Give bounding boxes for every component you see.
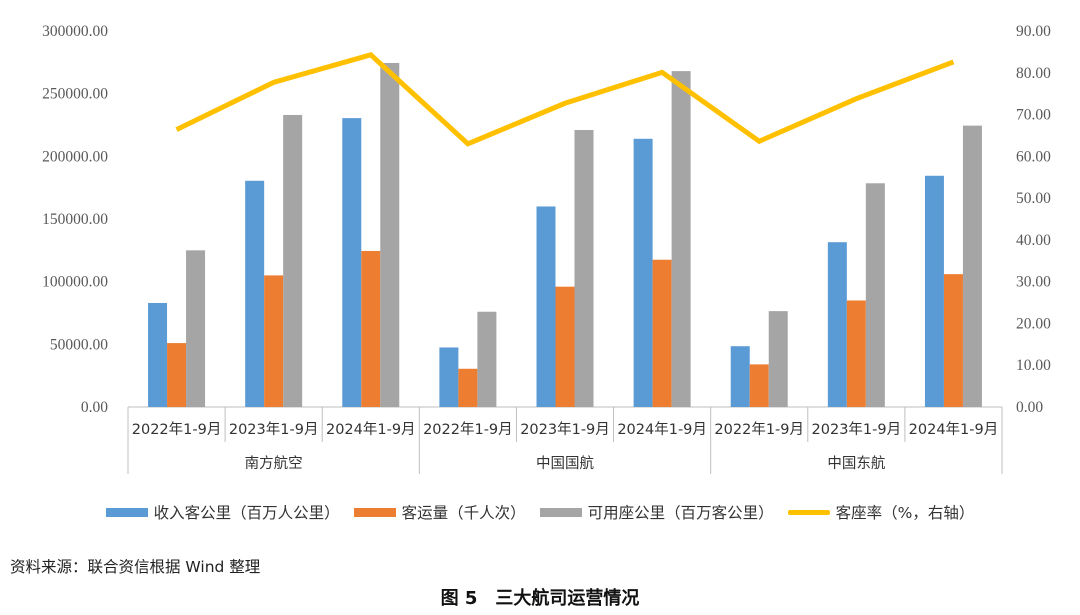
y-right-tick-label: 80.00 [1016, 65, 1051, 82]
x-category-label: 2023年1-9月 [520, 421, 610, 438]
bar-ask [380, 62, 400, 408]
legend-item-ask: 可用座公里（百万客公里） [539, 501, 774, 523]
y-left-tick-label: 0.00 [81, 399, 108, 416]
y-left-tick-label: 150000.00 [42, 211, 108, 228]
legend-label-load-factor: 客座率（%，右轴） [835, 504, 975, 522]
source-note: 资料来源：联合资信根据 Wind 整理 [10, 558, 261, 576]
legend-swatch-passengers [353, 507, 396, 517]
bar-passengers [458, 368, 478, 407]
x-group-label: 中国东航 [827, 455, 885, 472]
legend-item-load-factor: 客座率（%，右轴） [787, 501, 975, 523]
y-right-tick-label: 10.00 [1016, 357, 1051, 374]
bar-passengers [264, 275, 284, 407]
x-category-label: 2023年1-9月 [812, 421, 902, 438]
y-left-tick-label: 250000.00 [42, 86, 108, 103]
bar-rpk [827, 242, 847, 407]
chart: 0.00 50000.00 100000.00 150000.00 200000.00 2… [42, 23, 1051, 474]
x-group-label: 中国国航 [536, 455, 594, 472]
bar-ask [574, 130, 594, 407]
bar-ask [283, 114, 303, 408]
x-group-label: 南方航空 [245, 455, 303, 472]
y-right-tick-label: 40.00 [1016, 232, 1051, 249]
y-right-tick-label: 90.00 [1016, 23, 1051, 40]
x-category-label: 2024年1-9月 [909, 421, 999, 438]
bar-ask [186, 250, 206, 407]
y-right-tick-label: 50.00 [1016, 190, 1051, 207]
legend-label-rpk: 收入客公里（百万人公里） [153, 504, 340, 522]
y-right-tick-label: 30.00 [1016, 274, 1051, 291]
bar-ask [671, 71, 691, 408]
y-left-tick-label: 200000.00 [42, 148, 108, 165]
bar-rpk [245, 180, 265, 407]
bar-ask [477, 311, 497, 407]
y-left-tick-label: 300000.00 [42, 23, 108, 40]
legend-label-ask: 可用座公里（百万客公里） [587, 504, 774, 522]
bar-passengers [555, 286, 575, 407]
bar-passengers [846, 300, 866, 407]
x-category-label: 2024年1-9月 [326, 421, 416, 438]
x-category-label: 2024年1-9月 [617, 421, 707, 438]
bar-rpk [342, 118, 362, 408]
bar-rpk [924, 175, 944, 407]
x-category-label: 2022年1-9月 [423, 421, 513, 438]
y-left-tick-label: 100000.00 [42, 274, 108, 291]
legend-label-passengers: 客运量（千人次） [401, 504, 526, 522]
bar-passengers [361, 250, 381, 407]
axis-labels: 0.00 50000.00 100000.00 150000.00 200000.00 2… [42, 23, 1051, 472]
x-category-label: 2023年1-9月 [229, 421, 319, 438]
legend-item-passengers: 客运量（千人次） [353, 501, 526, 523]
bar-rpk [148, 302, 168, 407]
x-category-label: 2022年1-9月 [714, 421, 804, 438]
legend-swatch-rpk [105, 507, 148, 517]
y-left-tick-label: 50000.00 [50, 336, 108, 353]
bar-ask [768, 311, 788, 407]
legend: 收入客公里（百万人公里） 客运量（千人次） 可用座公里（百万客公里） 客座率（%… [0, 498, 1080, 526]
y-right-tick-label: 70.00 [1016, 107, 1051, 124]
y-right-tick-label: 0.00 [1016, 399, 1043, 416]
load-factor-line [175, 52, 955, 147]
bar-rpk [439, 347, 459, 407]
figure-caption: 图 5 三大航司运营情况 [440, 588, 640, 609]
bar-rpk [730, 346, 750, 407]
bar-passengers [749, 364, 769, 407]
x-category-label: 2022年1-9月 [132, 421, 222, 438]
bar-ask [865, 183, 885, 407]
legend-item-rpk: 收入客公里（百万人公里） [105, 501, 340, 523]
bar-passengers [943, 274, 963, 407]
y-right-tick-label: 60.00 [1016, 148, 1051, 165]
bar-rpk [536, 206, 556, 407]
bar-passengers [652, 259, 672, 407]
bars [148, 62, 982, 408]
bar-ask [962, 125, 982, 408]
legend-swatch-ask [539, 507, 582, 517]
legend-swatch-load-factor [787, 509, 830, 515]
bar-passengers [167, 343, 187, 407]
bar-rpk [633, 138, 653, 407]
y-right-tick-label: 20.00 [1016, 315, 1051, 332]
